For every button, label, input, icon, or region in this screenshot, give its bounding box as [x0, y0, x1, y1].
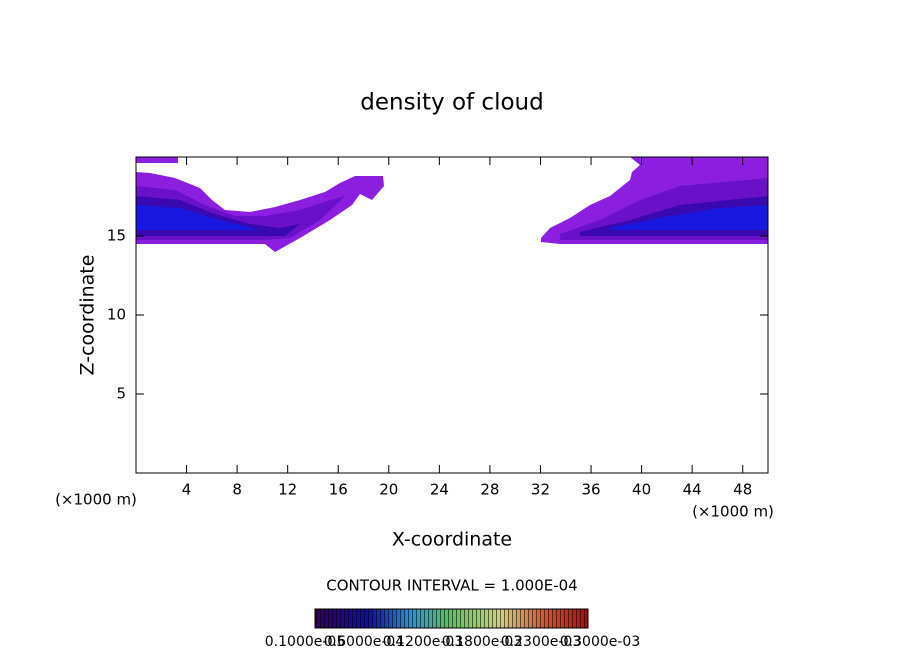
x-tick-label: 4	[182, 481, 192, 499]
y-unit-label: (×1000 m)	[55, 491, 137, 509]
colorbar-stripes	[314, 608, 589, 629]
colorbar-label: 0.1800e-03	[442, 634, 522, 650]
x-tick-label: 12	[278, 481, 297, 499]
x-axis-label: X-coordinate	[392, 529, 512, 551]
colorbar-label: 0.1000e-05	[265, 634, 345, 650]
x-tick-label: 32	[531, 481, 550, 499]
colorbar-label: 0.6000e-04	[324, 634, 405, 650]
y-tick-label: 5	[116, 385, 126, 403]
contour-fill	[136, 157, 178, 163]
x-tick-label: 20	[379, 481, 398, 499]
y-axis-label: Z-coordinate	[77, 255, 99, 376]
colorbar-label: 0.3000e-03	[560, 634, 640, 650]
colorbar-label: 0.2300e-03	[501, 634, 581, 650]
x-tick-label: 28	[480, 481, 499, 499]
x-tick-label: 44	[683, 481, 702, 499]
y-tick-label: 15	[107, 227, 126, 245]
x-tick-label: 48	[733, 481, 752, 499]
y-tick-label: 10	[107, 306, 126, 324]
x-tick-label: 16	[329, 481, 348, 499]
chart-title: density of cloud	[360, 90, 543, 116]
cloud-contours	[136, 157, 768, 252]
x-unit-label: (×1000 m)	[692, 503, 774, 521]
x-tick-label: 24	[430, 481, 449, 499]
contour-fill	[136, 205, 260, 230]
x-tick-label: 36	[581, 481, 600, 499]
colorbar-label: 0.1200e-03	[383, 634, 463, 650]
x-tick-label: 8	[232, 481, 242, 499]
contour-fill	[610, 205, 768, 230]
x-tick-label: 40	[632, 481, 651, 499]
contour-interval: CONTOUR INTERVAL = 1.000E-04	[326, 577, 577, 595]
